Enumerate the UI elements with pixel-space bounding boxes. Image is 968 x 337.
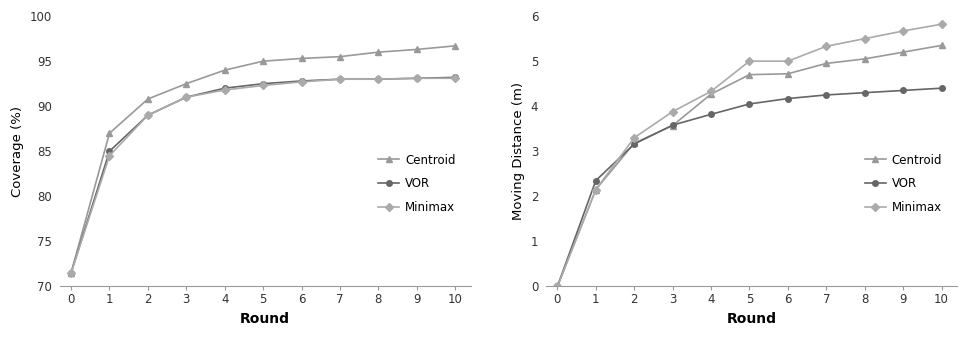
Minimax: [667, 110, 679, 114]
Line: VOR: VOR: [555, 85, 945, 289]
VOR: [180, 95, 192, 99]
VOR: [552, 284, 563, 288]
Y-axis label: Moving Distance (m): Moving Distance (m): [512, 82, 526, 220]
Centroid: [296, 56, 308, 60]
Centroid: [373, 50, 384, 54]
X-axis label: Round: Round: [726, 312, 776, 326]
Minimax: [628, 136, 640, 140]
VOR: [296, 79, 308, 83]
Line: Centroid: Centroid: [555, 42, 945, 289]
VOR: [142, 113, 154, 117]
Minimax: [936, 22, 948, 26]
Centroid: [411, 48, 423, 52]
VOR: [65, 271, 76, 275]
VOR: [257, 82, 269, 86]
Minimax: [65, 271, 76, 275]
Centroid: [897, 50, 909, 54]
VOR: [104, 149, 115, 153]
Legend: Centroid, VOR, Minimax: Centroid, VOR, Minimax: [374, 149, 461, 218]
Minimax: [706, 89, 717, 93]
Centroid: [590, 187, 602, 191]
Line: Minimax: Minimax: [69, 75, 458, 276]
VOR: [373, 77, 384, 81]
Centroid: [859, 57, 870, 61]
Centroid: [821, 61, 832, 65]
VOR: [859, 91, 870, 95]
Minimax: [743, 59, 755, 63]
Minimax: [104, 154, 115, 158]
Minimax: [859, 37, 870, 41]
VOR: [449, 75, 461, 80]
Centroid: [743, 73, 755, 77]
VOR: [628, 142, 640, 146]
Centroid: [628, 141, 640, 145]
Centroid: [180, 82, 192, 86]
Centroid: [257, 59, 269, 63]
Minimax: [821, 44, 832, 48]
Line: Minimax: Minimax: [555, 22, 945, 289]
Line: VOR: VOR: [69, 74, 458, 276]
VOR: [897, 88, 909, 92]
Minimax: [257, 84, 269, 88]
VOR: [411, 76, 423, 80]
VOR: [590, 179, 602, 183]
Minimax: [296, 80, 308, 84]
X-axis label: Round: Round: [240, 312, 290, 326]
Centroid: [334, 55, 346, 59]
VOR: [706, 112, 717, 116]
Minimax: [552, 284, 563, 288]
Minimax: [334, 77, 346, 81]
Minimax: [590, 187, 602, 191]
VOR: [936, 86, 948, 90]
VOR: [743, 102, 755, 106]
Centroid: [706, 92, 717, 96]
Centroid: [65, 271, 76, 275]
Centroid: [104, 131, 115, 135]
Centroid: [552, 284, 563, 288]
Minimax: [142, 113, 154, 117]
Centroid: [667, 124, 679, 128]
Minimax: [219, 88, 230, 92]
Centroid: [936, 43, 948, 48]
Centroid: [782, 72, 794, 76]
VOR: [821, 93, 832, 97]
Centroid: [449, 44, 461, 48]
Minimax: [782, 59, 794, 63]
Minimax: [411, 76, 423, 80]
VOR: [667, 123, 679, 127]
Centroid: [142, 97, 154, 101]
Legend: Centroid, VOR, Minimax: Centroid, VOR, Minimax: [860, 149, 947, 218]
VOR: [334, 77, 346, 81]
Y-axis label: Coverage (%): Coverage (%): [11, 106, 24, 197]
VOR: [219, 86, 230, 90]
Minimax: [373, 77, 384, 81]
Minimax: [180, 95, 192, 99]
VOR: [782, 96, 794, 100]
Minimax: [449, 76, 461, 80]
Line: Centroid: Centroid: [69, 43, 458, 276]
Centroid: [219, 68, 230, 72]
Minimax: [897, 29, 909, 33]
